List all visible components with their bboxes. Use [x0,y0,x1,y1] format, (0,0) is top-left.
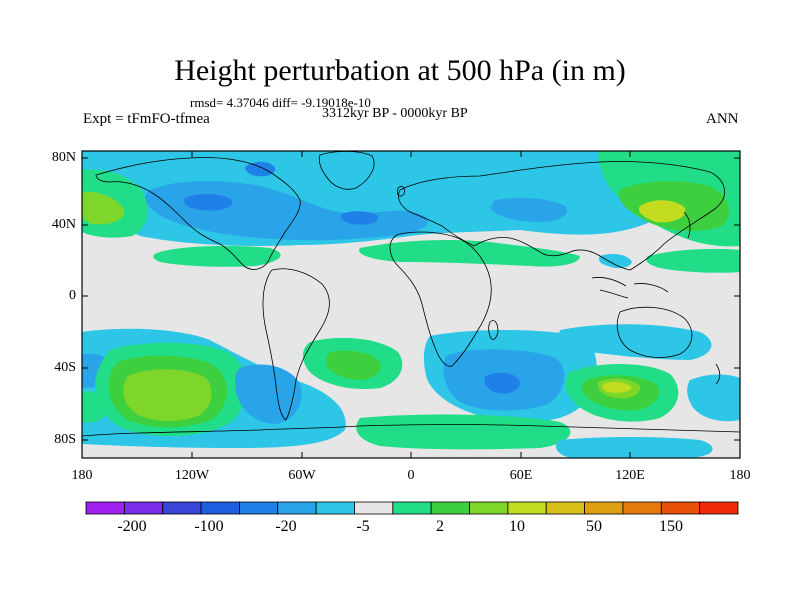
north-deep-blue-1 [184,194,233,211]
south-polar-green [356,414,571,450]
lat-label-40s: 40S [54,360,76,375]
plot-title: Height perturbation at 500 hPa (in m) [174,54,626,87]
colorbar-label-minus100: -100 [194,518,224,535]
colorbar-box [354,501,394,515]
antarctica-outline [82,424,740,437]
eurasia-outline [398,161,725,271]
colorbar-box [277,501,317,515]
colorbar-label-minus5: -5 [356,518,370,535]
tropical-green-band-2 [359,240,580,267]
statistics-text: rmsd= 4.37046 diff= -9.19018e-10 [190,95,371,110]
uk-outline [397,186,405,197]
colorbar-box [469,501,509,515]
colorbar-box [239,501,279,515]
colorbar-box [507,501,547,515]
north-yellow-left [82,191,125,225]
colorbar-box [162,501,202,515]
colorbar-label-50: 50 [586,518,602,535]
lon-label-0: 0 [407,468,415,483]
colorbar-box [392,501,432,515]
colorbar-label-minus200: -200 [117,518,147,535]
south-mid-blue-2 [235,364,302,424]
colorbar-box [699,501,739,515]
colorbar-box [200,501,240,515]
lon-label-60e: 60E [509,468,533,483]
colorbar-box [545,501,585,515]
tropical-green-band-3 [646,248,740,273]
lon-label-120w: 120W [174,468,210,483]
lat-label-80n: 80N [51,150,76,165]
madagascar-outline [488,320,499,340]
colorbar-label-10: 10 [509,518,525,535]
lon-label-180-left: 180 [71,468,93,483]
greenland-outline [318,151,375,190]
colorbar-box [315,501,355,515]
indonesia-outline [591,277,669,299]
lon-label-180-right: 180 [729,468,751,483]
new-zealand-outline [715,363,721,385]
japan-outline [683,211,691,239]
season-label: ANN [706,111,739,127]
tropical-blue-patch [598,254,632,269]
experiment-label: Expt = tFmFO-tfmea [83,111,210,127]
colorbar-box [660,501,701,515]
lat-label-40n: 40N [51,217,76,232]
colorbar-label-2: 2 [436,518,444,535]
north-deep-blue-2 [340,211,379,225]
lat-label-80s: 80S [54,432,76,447]
colorbar-box [85,501,125,515]
colorbar-box [622,501,662,515]
colorbar-box [123,501,164,515]
lon-label-120e: 120E [615,468,645,483]
lat-label-0: 0 [69,288,76,303]
australia-outline [616,306,693,358]
colorbar-label-150: 150 [659,518,683,535]
south-deep-blue-africa [484,372,520,394]
south-blue-right [559,324,712,360]
north-deep-blue-3 [245,161,276,177]
north-light-blue-2 [379,151,611,183]
colorbar-box [430,501,470,515]
africa-outline [389,231,492,367]
south-america-outline [262,268,330,421]
south-yellow-big [123,369,212,421]
colorbar-label-minus20: -20 [275,518,297,535]
axis-ticks [81,151,741,458]
time-range-subtitle: 3312kyr BP - 0000kyr BP [322,106,468,121]
south-blue-right-2 [687,374,740,422]
south-lime-mid [326,350,381,380]
south-yellow-core [602,381,632,393]
south-polar-blue [555,437,713,458]
tropical-green-band-1 [153,245,281,267]
colorbar-box [584,501,624,515]
north-mid-blue-2 [490,198,568,222]
lon-label-60w: 60W [288,468,316,483]
coastlines [82,151,740,437]
north-america-outline [95,157,301,270]
north-yellow-right [638,200,686,223]
